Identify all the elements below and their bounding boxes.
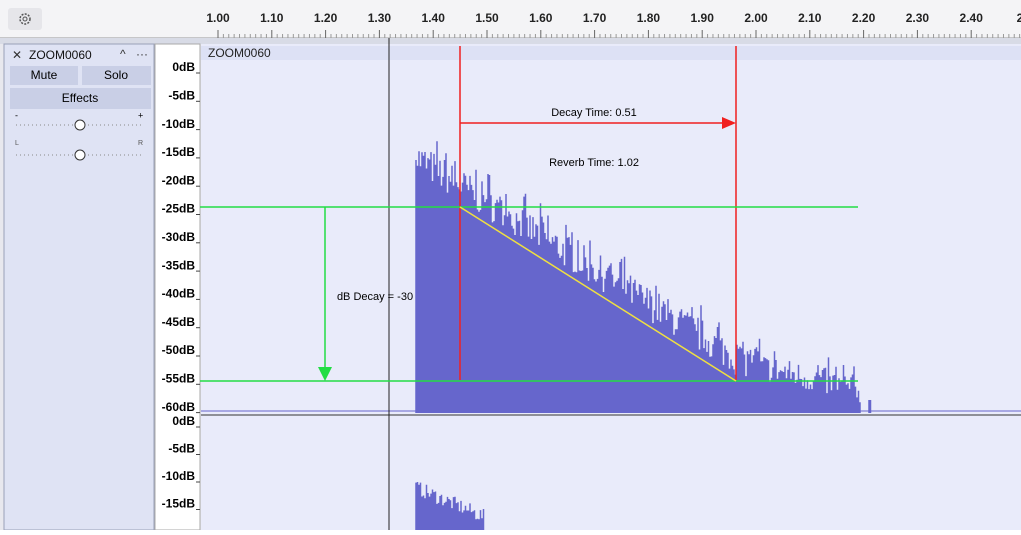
- db-label: -30dB: [162, 230, 196, 244]
- db-scale: [154, 43, 201, 531]
- db-decay-arrow-head: [318, 367, 332, 381]
- pan-left: L: [15, 140, 19, 147]
- db-label: -45dB: [162, 315, 196, 329]
- ruler-label: 2.00: [744, 11, 768, 25]
- ruler-label: 2.40: [960, 11, 984, 25]
- db-label: -10dB: [162, 117, 196, 131]
- db-label: -5dB: [168, 442, 195, 456]
- gear-icon-center: [22, 16, 28, 22]
- ruler-label: 1.10: [260, 11, 284, 25]
- separator: [0, 38, 1021, 44]
- decay-arrow-head: [722, 117, 736, 129]
- collapse-button[interactable]: ^: [120, 47, 126, 61]
- ruler-label: 1.50: [475, 11, 499, 25]
- track-name[interactable]: ZOOM0060: [29, 48, 92, 62]
- db-label: -20dB: [162, 173, 196, 187]
- effects-label: Effects: [62, 91, 98, 105]
- close-button[interactable]: ✕: [12, 48, 22, 62]
- waveform-channel-2: [415, 482, 485, 530]
- ruler-label: 1.20: [314, 11, 338, 25]
- db-label: -10dB: [162, 469, 196, 483]
- solo-button[interactable]: [82, 66, 151, 85]
- decay-slope: [459, 206, 737, 382]
- ruler-label: 2.10: [798, 11, 822, 25]
- ruler-label: 2.20: [852, 11, 876, 25]
- effects-button[interactable]: [10, 88, 151, 109]
- db-label: -15dB: [162, 497, 196, 511]
- db-label: -40dB: [162, 287, 196, 301]
- ruler-label: 1.40: [422, 11, 446, 25]
- clip-header: [201, 46, 1021, 60]
- ruler-label: 2.30: [906, 11, 930, 25]
- gain-slider[interactable]: [74, 119, 86, 131]
- ruler-label: 1.90: [691, 11, 715, 25]
- track-panel: [3, 43, 155, 531]
- db-label: -50dB: [162, 343, 196, 357]
- ruler-label: 1.30: [368, 11, 392, 25]
- db-decay-label: dB Decay = -30: [337, 291, 413, 303]
- db-label: -55dB: [162, 371, 196, 385]
- clip-title: ZOOM0060: [208, 46, 271, 60]
- solo-label: Solo: [104, 68, 128, 82]
- db-label: -60dB: [162, 400, 196, 414]
- db-label: -5dB: [168, 88, 195, 102]
- db-label: -15dB: [162, 145, 196, 159]
- gain-min: -: [15, 110, 18, 120]
- waveform-channel-1: [415, 141, 872, 413]
- ruler-label: 1.60: [529, 11, 553, 25]
- menu-button[interactable]: ···: [136, 47, 148, 61]
- db-label: 0dB: [172, 60, 195, 74]
- ruler-label: 1.70: [583, 11, 607, 25]
- pan-right: R: [138, 140, 143, 147]
- ruler-label: 1.80: [637, 11, 661, 25]
- mute-label: Mute: [31, 68, 58, 82]
- mute-button[interactable]: [10, 66, 78, 85]
- decay-time-label: Decay Time: 0.51: [551, 107, 637, 119]
- ruler-label: 1.00: [206, 11, 230, 25]
- gain-max: +: [138, 110, 143, 120]
- db-label: 0dB: [172, 414, 195, 428]
- ruler-label: 2.5: [1017, 11, 1021, 25]
- gear-icon: [19, 13, 31, 25]
- db-label: -35dB: [162, 258, 196, 272]
- reverb-time-label: Reverb Time: 1.02: [549, 157, 639, 169]
- ruler: [0, 0, 1021, 38]
- db-label: -25dB: [162, 202, 196, 216]
- pan-slider[interactable]: [74, 149, 86, 161]
- settings-button[interactable]: [8, 8, 42, 30]
